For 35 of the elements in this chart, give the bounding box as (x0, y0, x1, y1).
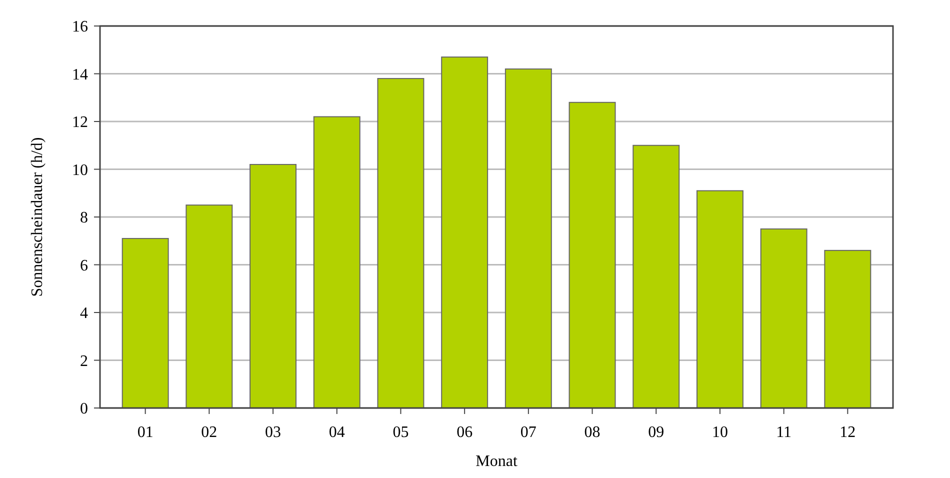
bar (250, 164, 297, 408)
bar (696, 190, 744, 408)
x-tick-label: 08 (584, 424, 600, 441)
y-tick-label: 4 (80, 305, 88, 322)
x-tick-label: 06 (456, 424, 473, 441)
x-tick-label: 03 (265, 424, 282, 441)
y-axis-title: Sonnenscheindauer (h/d) (29, 137, 46, 297)
bar (313, 116, 360, 408)
bar (632, 144, 680, 408)
bar (504, 68, 552, 408)
y-tick-label: 2 (80, 352, 88, 370)
x-tick-label: 05 (392, 424, 409, 441)
y-tick-label: 0 (80, 400, 88, 418)
y-tick-label: 16 (72, 18, 88, 36)
bar (760, 228, 808, 408)
bar (186, 204, 233, 408)
y-tick-label: 14 (72, 66, 88, 84)
x-tick-label: 02 (201, 424, 218, 441)
x-tick-label: 07 (520, 424, 536, 441)
bar (377, 78, 424, 408)
x-tick-label: 12 (840, 424, 856, 441)
x-tick-label: 01 (137, 424, 154, 441)
y-tick-label: 8 (80, 210, 88, 227)
x-tick-label: 04 (328, 424, 345, 441)
bar (568, 102, 616, 408)
y-tick-label: 10 (72, 162, 88, 179)
x-tick-label: 09 (648, 424, 664, 441)
x-tick-label: 11 (776, 424, 792, 441)
bar (824, 250, 872, 408)
bar (122, 238, 169, 408)
x-tick-label: 10 (712, 424, 728, 441)
y-tick-label: 12 (72, 114, 88, 132)
bar (441, 56, 488, 408)
x-axis-title: Monat (476, 453, 518, 470)
y-tick-label: 6 (80, 257, 88, 274)
